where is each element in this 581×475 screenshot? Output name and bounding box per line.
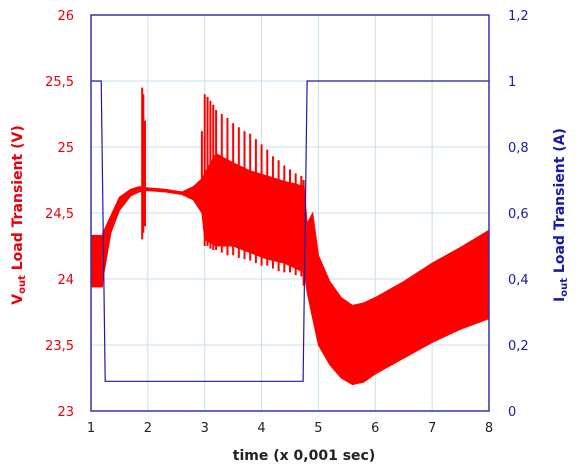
x-tick-label: 7 (428, 421, 436, 436)
y-left-axis-label: Vout Load Transient (V) (10, 125, 28, 305)
y-right-tick-label: 0,2 (508, 339, 529, 354)
iout-line (91, 80, 489, 382)
y-left-tick-labels: 23 23,5 24 24,5 25 25,5 26 (45, 9, 74, 420)
iout-step (91, 80, 489, 382)
y-left-label-main: V (10, 294, 26, 305)
y-left-tick-label: 23 (57, 405, 74, 420)
y-right-tick-label: 1 (508, 75, 516, 90)
y-left-tick-label: 23,5 (45, 339, 74, 354)
y-right-tick-label: 0,4 (508, 273, 529, 288)
x-tick-label: 2 (144, 421, 152, 436)
y-left-tick-label: 25,5 (45, 75, 74, 90)
y-right-label-rest: Load Transient (A) (552, 128, 568, 278)
y-left-label-rest: Load Transient (V) (10, 125, 26, 275)
x-tick-labels: 1 2 3 4 5 6 7 8 (87, 421, 493, 436)
y-right-label-sub: out (559, 278, 570, 297)
y-left-tick-label: 25 (57, 141, 74, 156)
y-right-axis-label: Iout Load Transient (A) (552, 128, 570, 302)
y-left-tick-label: 24,5 (45, 207, 74, 222)
y-right-label-main: I (552, 297, 568, 302)
y-right-tick-label: 0,6 (508, 207, 529, 222)
vout-spikes (141, 87, 305, 286)
x-tick-label: 1 (87, 421, 95, 436)
x-tick-label: 5 (314, 421, 322, 436)
x-tick-label: 8 (485, 421, 493, 436)
x-tick-label: 3 (201, 421, 209, 436)
plot-frame (90, 14, 490, 412)
y-right-tick-label: 0 (508, 405, 516, 420)
y-left-tick-label: 24 (57, 273, 74, 288)
x-tick-label: 4 (257, 421, 265, 436)
x-axis-label: time (x 0,001 sec) (233, 448, 375, 464)
y-right-tick-label: 1,2 (508, 9, 529, 24)
y-right-tick-labels: 0 0,2 0,4 0,6 0,8 1 1,2 (508, 9, 529, 420)
x-tick-label: 6 (371, 421, 379, 436)
y-left-label-sub: out (17, 275, 28, 294)
y-right-tick-label: 0,8 (508, 141, 529, 156)
y-left-tick-label: 26 (57, 9, 74, 24)
